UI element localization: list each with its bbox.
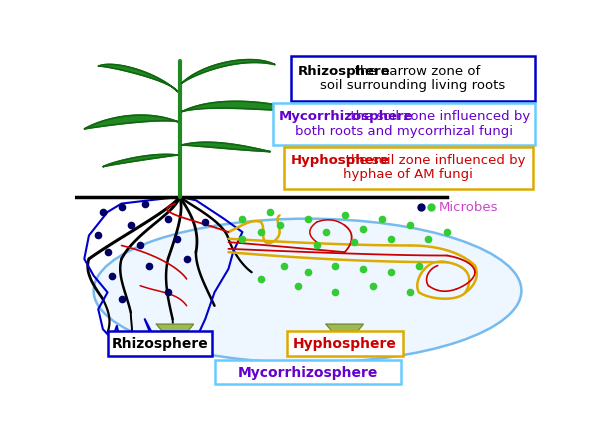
- Polygon shape: [182, 102, 308, 112]
- Text: : the narrow zone of: : the narrow zone of: [346, 65, 481, 78]
- FancyBboxPatch shape: [107, 331, 212, 356]
- Polygon shape: [182, 60, 275, 84]
- FancyBboxPatch shape: [287, 331, 403, 356]
- Text: both roots and mycorrhizal fungi: both roots and mycorrhizal fungi: [295, 125, 513, 138]
- Polygon shape: [103, 155, 178, 168]
- Text: Rhizosphere: Rhizosphere: [297, 65, 390, 78]
- Text: Rhizosphere: Rhizosphere: [112, 336, 208, 351]
- FancyBboxPatch shape: [215, 361, 401, 385]
- Text: soil surrounding living roots: soil surrounding living roots: [320, 79, 506, 92]
- Text: : the soil zone influenced by: : the soil zone influenced by: [337, 154, 525, 167]
- FancyBboxPatch shape: [291, 57, 535, 102]
- Polygon shape: [182, 143, 270, 152]
- FancyBboxPatch shape: [284, 147, 533, 189]
- Text: Hyphosphere: Hyphosphere: [290, 154, 389, 167]
- Polygon shape: [84, 116, 178, 130]
- Text: Microbes: Microbes: [439, 201, 498, 214]
- Text: hyphae of AM fungi: hyphae of AM fungi: [343, 168, 473, 181]
- Text: Hyphosphere: Hyphosphere: [293, 336, 397, 351]
- Text: Mycorrhizosphere: Mycorrhizosphere: [238, 365, 377, 380]
- Polygon shape: [326, 325, 364, 333]
- Text: :the soil zone influenced by: :the soil zone influenced by: [346, 110, 530, 123]
- FancyBboxPatch shape: [272, 104, 535, 146]
- Ellipse shape: [94, 219, 521, 363]
- Text: Mycorrhizosphere: Mycorrhizosphere: [278, 110, 413, 123]
- Polygon shape: [98, 65, 178, 92]
- Polygon shape: [157, 325, 194, 333]
